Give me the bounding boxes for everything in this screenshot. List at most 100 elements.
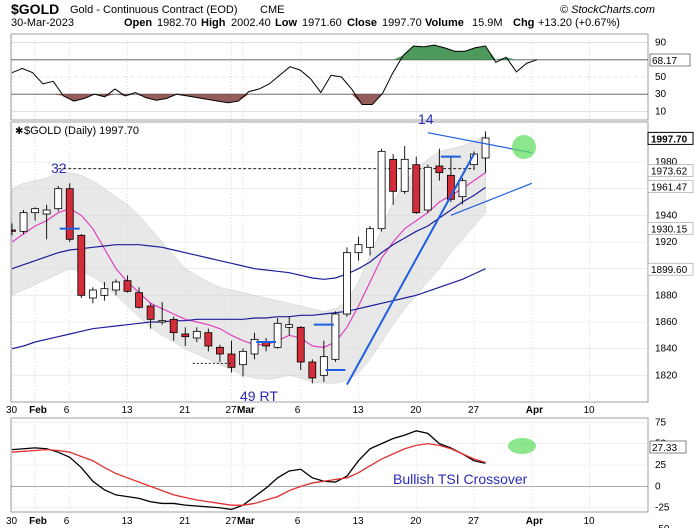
x-axis-label: Apr xyxy=(526,516,543,527)
x-axis-label: Apr xyxy=(526,405,543,416)
x-axis-label: 13 xyxy=(353,405,365,416)
rsi-tick-label: 50 xyxy=(655,72,667,83)
volume-label: Volume xyxy=(425,17,464,29)
candle-down xyxy=(65,188,74,240)
moving-average-line xyxy=(11,268,486,350)
price-value-label: 1930.15 xyxy=(651,224,688,235)
panel-menu-icon: ✱ xyxy=(15,126,23,137)
x-axis-label: 13 xyxy=(122,405,134,416)
candle-down xyxy=(446,174,455,200)
price-panel-title: $GOLD (Daily) 1997.70 xyxy=(24,125,139,137)
candle-down xyxy=(389,158,398,192)
rsi-tick-label: 90 xyxy=(655,38,667,49)
tsi-current-box xyxy=(649,440,687,454)
candle-down xyxy=(146,305,155,320)
x-axis-label: 6 xyxy=(64,405,70,416)
price-value-box xyxy=(647,164,694,177)
close-label: Close xyxy=(347,17,377,29)
candle-down xyxy=(308,361,317,379)
annotation-49-rt: 49 RT xyxy=(240,388,278,404)
tsi-current-label: 27.33 xyxy=(652,443,677,454)
chg-label: Chg xyxy=(513,17,534,29)
rsi-line xyxy=(11,44,538,106)
candle-up xyxy=(19,212,28,232)
candle-up xyxy=(54,188,63,210)
candle-up xyxy=(192,330,201,339)
candle-up xyxy=(250,338,259,355)
candle-up xyxy=(100,288,109,296)
candle-up xyxy=(423,166,432,211)
price-highlight-circle xyxy=(512,135,536,159)
candle-up xyxy=(273,322,282,348)
candle-up xyxy=(158,320,167,323)
instrument-name: Gold - Continuous Contract (EOD) xyxy=(70,4,238,16)
price-value-box xyxy=(647,180,694,194)
candle-up xyxy=(239,350,247,366)
candle-up xyxy=(112,281,120,291)
watermark: © StockCharts.com xyxy=(560,4,655,16)
x-axis-label: 27 xyxy=(225,405,237,416)
rsi-current-box xyxy=(649,53,691,67)
price-tick-label: 1860 xyxy=(655,317,678,328)
candle-up xyxy=(458,180,467,198)
candle-down xyxy=(135,292,143,308)
rsi-tick-label: 10 xyxy=(655,106,667,117)
x-axis-label: 21 xyxy=(179,516,191,527)
candle-up xyxy=(343,252,351,315)
tsi-annotation: Bullish TSI Crossover xyxy=(393,471,528,487)
candle-down xyxy=(181,333,190,338)
exchange-label: CME xyxy=(260,4,284,16)
x-axis-label: 13 xyxy=(122,516,134,527)
date-label: 30-Mar-2023 xyxy=(11,17,74,29)
candle-down xyxy=(215,346,224,355)
x-axis-label: 30 xyxy=(6,516,18,527)
x-axis-label: 13 xyxy=(353,516,365,527)
price-value-box xyxy=(647,222,694,235)
tsi-tick-label: 25 xyxy=(655,460,667,471)
price-value-label: 1961.47 xyxy=(651,183,688,194)
price-panel xyxy=(11,131,648,386)
candle-down xyxy=(77,234,86,296)
candle-up xyxy=(366,228,374,248)
annotation-32: 32 xyxy=(51,160,67,176)
candle-up xyxy=(331,313,340,360)
tsi-tick-label: 0 xyxy=(655,481,661,492)
x-axis-label: 10 xyxy=(584,516,596,527)
candle-down xyxy=(11,229,16,232)
candle-down xyxy=(435,165,444,174)
candle-up xyxy=(400,158,409,192)
volume-value: 15.9M xyxy=(472,17,503,29)
high-label: High xyxy=(201,17,226,29)
rsi-axis: 9070503010 xyxy=(655,38,667,118)
price-value-label: 1997.70 xyxy=(651,134,688,145)
chg-value: +13.20 (+0.67%) xyxy=(538,17,620,29)
candle-up xyxy=(481,137,490,159)
candle-up xyxy=(42,209,51,215)
moving-average-line xyxy=(11,172,486,348)
price-x-labels: 30 Feb 6 13 21 27 Mar 6 13 20 27 Apr 10 xyxy=(6,405,595,416)
price-value-label: 1899.60 xyxy=(651,265,688,276)
x-axis-label: Feb xyxy=(29,516,47,527)
x-axis-label: 27 xyxy=(468,405,480,416)
tsi-line xyxy=(11,430,486,511)
rsi-oversold-fill xyxy=(12,94,537,105)
rsi-current-label: 68.17 xyxy=(652,56,677,67)
x-axis-label: 30 xyxy=(6,405,18,416)
rsi-overbought-fill xyxy=(12,45,537,60)
candle-down xyxy=(123,280,132,292)
x-axis-label: 10 xyxy=(584,405,596,416)
trendline-support xyxy=(346,153,475,386)
open-value: 1982.70 xyxy=(157,17,197,29)
tsi-panel xyxy=(11,421,648,511)
price-tick-label: 1840 xyxy=(655,344,678,355)
tsi-line xyxy=(11,442,486,506)
open-label: Open xyxy=(124,17,152,29)
candle-down xyxy=(227,353,236,368)
price-value-box xyxy=(647,262,694,276)
price-tick-label: 1880 xyxy=(655,290,678,301)
price-tick-label: 1940 xyxy=(655,210,678,221)
x-axis-label: 6 xyxy=(295,405,301,416)
chart-header: $GOLD Gold - Continuous Contract (EOD) C… xyxy=(11,1,655,29)
candle-up xyxy=(31,208,40,214)
